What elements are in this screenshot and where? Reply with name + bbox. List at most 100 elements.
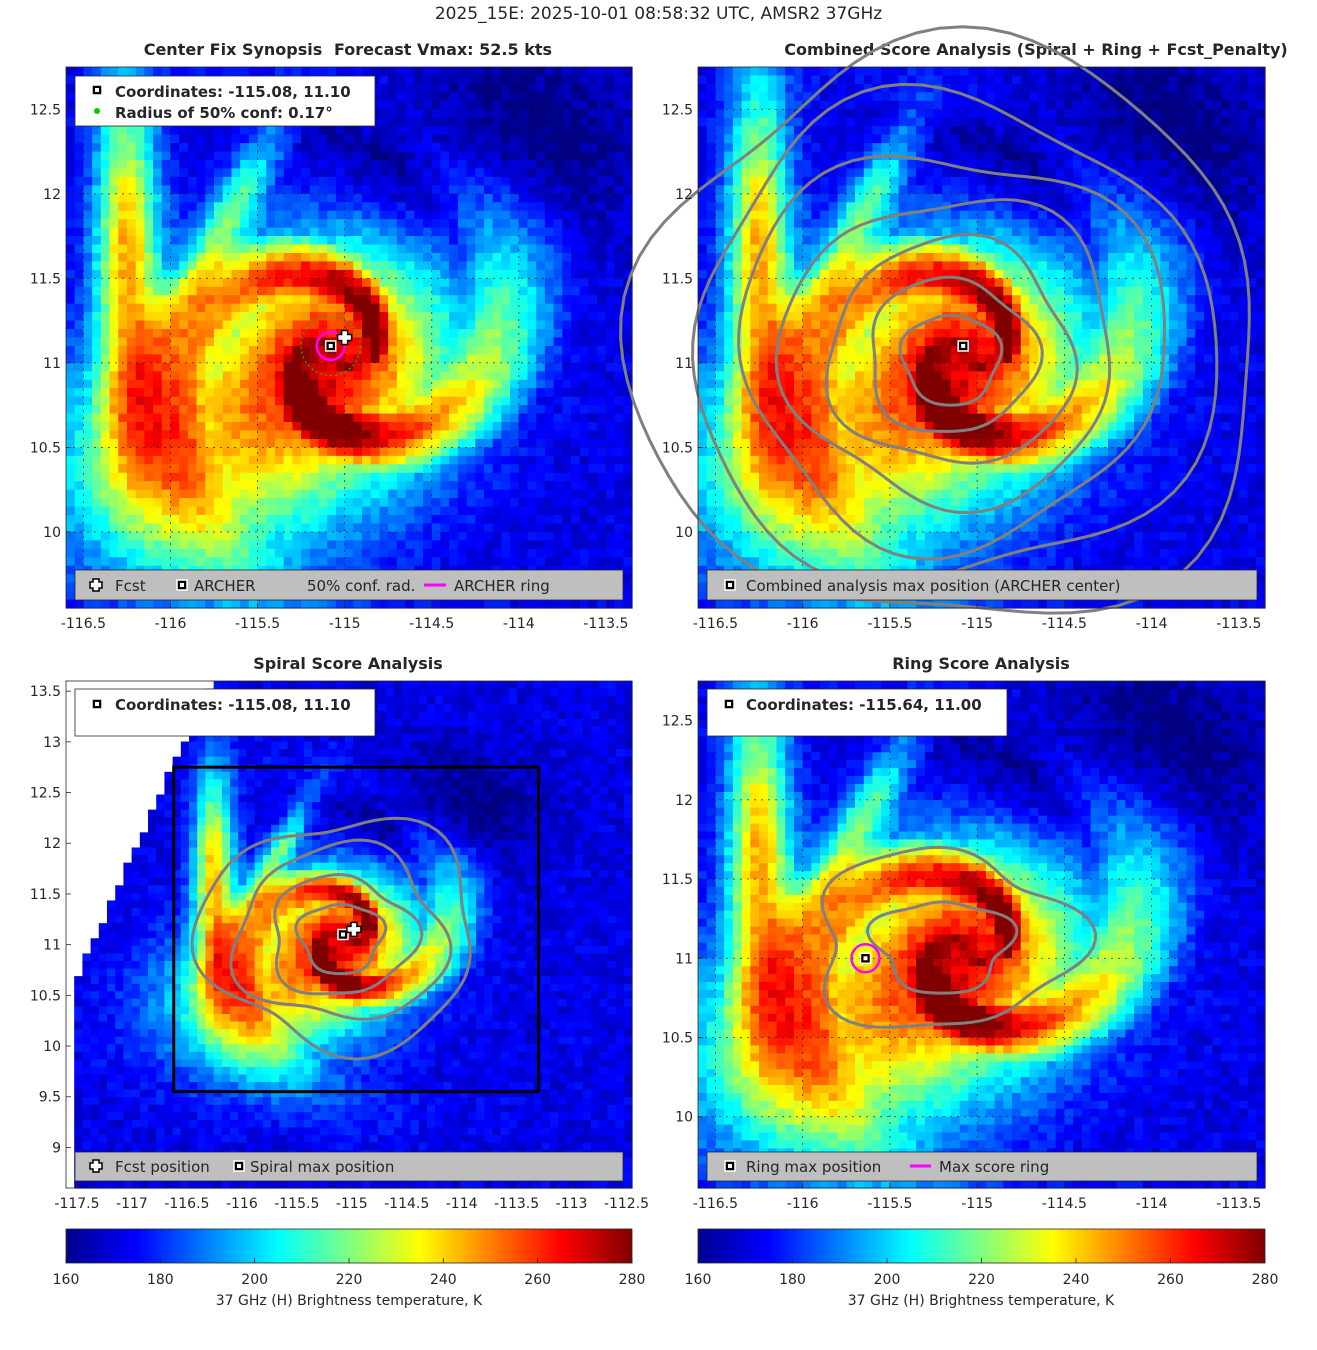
heat-cell	[153, 438, 163, 448]
heat-cell	[750, 252, 760, 263]
heat-cell	[240, 447, 250, 457]
heat-cell	[353, 438, 363, 448]
heat-cell	[597, 320, 607, 330]
heat-cell	[405, 312, 415, 322]
heat-cell	[370, 515, 381, 525]
heat-cell	[370, 472, 381, 482]
heat-cell	[301, 329, 311, 339]
heat-cell	[588, 109, 598, 119]
heat-cell	[187, 320, 198, 330]
heat-cell	[196, 506, 206, 516]
heat-cell	[571, 100, 581, 110]
heat-cell	[301, 464, 311, 474]
heat-cell	[327, 261, 337, 271]
heat-cell	[187, 599, 198, 609]
heat-cell	[370, 345, 381, 355]
heat-cell	[292, 67, 302, 77]
heat-cell	[257, 244, 267, 254]
heat-cell	[405, 413, 415, 423]
heat-cell	[309, 396, 320, 406]
heat-cell	[222, 67, 233, 77]
heat-cell	[74, 557, 85, 567]
heat-cell	[579, 523, 590, 533]
heat-cell	[274, 430, 285, 440]
heat-cell	[309, 531, 320, 541]
heat-cell	[741, 413, 751, 423]
heat-cell	[362, 303, 372, 313]
heat-cell	[240, 362, 250, 372]
heat-cell	[266, 388, 276, 398]
heat-cell	[222, 515, 233, 525]
heat-cell	[83, 379, 93, 389]
heat-cell	[396, 405, 407, 415]
heat-cell	[588, 151, 598, 161]
heat-cell	[475, 219, 485, 229]
heat-cell	[475, 202, 485, 212]
heat-cell	[750, 371, 760, 381]
heat-cell	[362, 269, 372, 279]
heat-cell	[527, 430, 537, 440]
heat-cell	[414, 143, 424, 153]
heat-cell	[776, 67, 786, 77]
heat-cell	[231, 354, 241, 364]
heat-cell	[483, 481, 494, 491]
heat-cell	[388, 498, 398, 508]
heat-cell	[767, 438, 778, 448]
heat-cell	[732, 303, 743, 313]
heat-cell	[135, 143, 145, 153]
heat-cell	[301, 337, 311, 347]
heat-cell	[274, 515, 285, 525]
heat-cell	[283, 472, 293, 482]
heat-cell	[405, 388, 415, 398]
heat-cell	[231, 548, 241, 558]
heat-cell	[423, 236, 433, 246]
heat-cell	[257, 515, 267, 525]
heat-cell	[109, 523, 119, 533]
heat-cell	[449, 219, 459, 229]
heat-cell	[388, 126, 398, 136]
heat-cell	[544, 515, 555, 525]
heat-cell	[518, 261, 529, 271]
heat-cell	[205, 278, 215, 288]
heat-cell	[785, 506, 795, 516]
heat-cell	[492, 312, 502, 322]
heat-cell	[579, 143, 590, 153]
heat-cell	[388, 540, 398, 550]
heat-cell	[274, 557, 285, 567]
heat-cell	[776, 83, 786, 93]
heat-cell	[205, 261, 215, 271]
heat-cell	[475, 498, 485, 508]
heat-cell	[92, 278, 102, 288]
heat-cell	[440, 388, 450, 398]
heat-cell	[536, 168, 546, 178]
heat-cell	[222, 405, 233, 415]
heat-cell	[518, 168, 529, 178]
heat-cell	[614, 312, 624, 322]
heat-cell	[518, 337, 529, 347]
heat-cell	[492, 67, 502, 77]
heat-cell	[793, 168, 804, 178]
y-tick-label: 12	[43, 187, 61, 203]
heat-cell	[144, 455, 154, 465]
heat-cell	[327, 455, 337, 465]
heat-cell	[318, 464, 328, 474]
heat-cell	[170, 143, 180, 153]
heat-cell	[759, 464, 769, 474]
heat-cell	[292, 489, 302, 499]
heat-cell	[388, 396, 398, 406]
heat-cell	[257, 481, 267, 491]
heat-cell	[527, 269, 537, 279]
heat-cell	[579, 345, 590, 355]
heat-cell	[510, 193, 520, 203]
heat-cell	[457, 438, 468, 448]
heat-cell	[793, 320, 804, 330]
heat-cell	[750, 472, 760, 482]
heat-cell	[527, 548, 537, 558]
heat-cell	[309, 159, 320, 170]
heat-cell	[283, 227, 293, 237]
heat-cell	[74, 396, 85, 406]
heat-cell	[179, 540, 189, 550]
heat-cell	[161, 278, 172, 288]
heat-cell	[475, 329, 485, 339]
heat-cell	[205, 244, 215, 254]
